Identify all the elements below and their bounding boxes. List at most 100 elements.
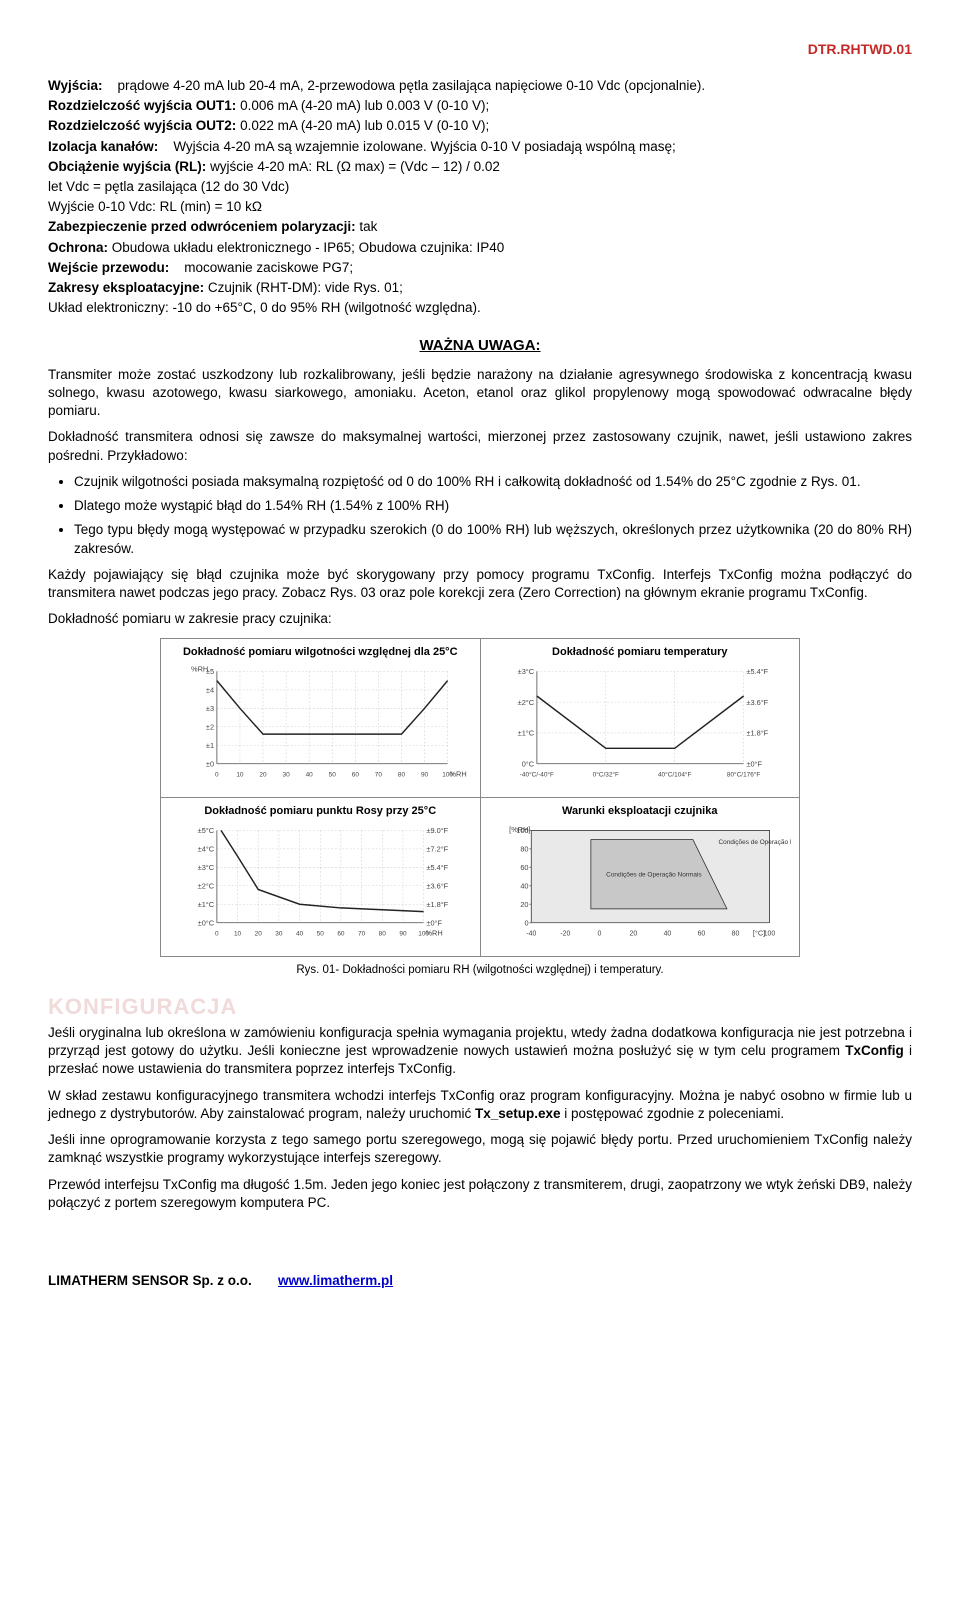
svg-text:40°C/104°F: 40°C/104°F [657, 771, 691, 779]
figure-cell-2: Dokładność pomiaru temperatury ±3°C ±5.4°… [480, 639, 800, 798]
svg-text:±1°C: ±1°C [198, 900, 215, 909]
svg-text:20: 20 [259, 772, 267, 779]
config-body: Jeśli oryginalna lub określona w zamówie… [48, 1024, 912, 1212]
note-p3: Każdy pojawiający się błąd czujnika może… [48, 566, 912, 602]
svg-text:±1: ±1 [206, 741, 214, 750]
rozdz-out1-text: 0.006 mA (4-20 mA) lub 0.003 V (0-10 V); [240, 98, 489, 113]
svg-text:80: 80 [398, 772, 406, 779]
rozdz-out2-text: 0.022 mA (4-20 mA) lub 0.015 V (0-10 V); [240, 118, 489, 133]
svg-text:±1°C: ±1°C [517, 729, 534, 738]
svg-text:±7.2°F: ±7.2°F [426, 845, 448, 854]
rozdz-out1-label: Rozdzielczość wyjścia OUT1: [48, 98, 236, 113]
svg-text:±5.4°F: ±5.4°F [746, 667, 768, 676]
svg-text:±0°F: ±0°F [746, 760, 762, 769]
note-p1: Transmiter może zostać uszkodzony lub ro… [48, 366, 912, 421]
svg-text:80°C/176°F: 80°C/176°F [726, 771, 760, 779]
svg-text:40: 40 [663, 931, 671, 938]
svg-text:90: 90 [421, 772, 429, 779]
svg-text:%RH: %RH [191, 665, 208, 674]
svg-text:10: 10 [236, 772, 244, 779]
svg-text:100: 100 [763, 931, 775, 938]
zakresy-text: Czujnik (RHT-DM): vide Rys. 01; [208, 280, 403, 295]
svg-text:±3: ±3 [206, 704, 214, 713]
svg-text:0: 0 [524, 918, 528, 927]
temp-accuracy-chart: ±3°C±5.4°F±2°C±3.6°F±1°C±1.8°F0°C±0°F-40… [489, 664, 792, 784]
note-p2: Dokładność transmitera odnosi się zawsze… [48, 428, 912, 464]
svg-text:±9.0°F: ±9.0°F [426, 826, 448, 835]
svg-text:±2: ±2 [206, 723, 214, 732]
svg-text:40: 40 [296, 931, 304, 938]
svg-text:Condições de Operação Máxima: Condições de Operação Máxima [718, 839, 791, 846]
svg-text:70: 70 [375, 772, 383, 779]
config-p1: Jeśli oryginalna lub określona w zamówie… [48, 1024, 912, 1079]
wyjscia-label: Wyjścia: [48, 78, 103, 93]
svg-text:20: 20 [255, 931, 263, 938]
config-p3: Jeśli inne oprogramowanie korzysta z teg… [48, 1131, 912, 1167]
svg-text:20: 20 [629, 931, 637, 938]
svg-text:-40: -40 [526, 931, 536, 938]
figure-cell-3: Dokładność pomiaru punktu Rosy przy 25°C… [161, 798, 481, 957]
obciazenie-text: wyjście 4-20 mA: RL (Ω max) = (Vdc – 12)… [210, 159, 500, 174]
footer-link[interactable]: www.limatherm.pl [278, 1273, 393, 1288]
svg-text:80: 80 [379, 931, 387, 938]
ochrona-text: Obudowa układu elektronicznego - IP65; O… [112, 240, 505, 255]
wyjscia-text: prądowe 4-20 mA lub 20-4 mA, 2-przewodow… [118, 78, 706, 93]
zabezp-text: tak [359, 219, 377, 234]
figure-title-4: Warunki eksploatacji czujnika [489, 804, 792, 819]
svg-text:40: 40 [306, 772, 314, 779]
svg-text:50: 50 [329, 772, 337, 779]
svg-text:60: 60 [352, 772, 360, 779]
svg-text:60: 60 [697, 931, 705, 938]
svg-text:±3.6°F: ±3.6°F [426, 881, 448, 890]
doc-code: DTR.RHTWD.01 [48, 40, 912, 59]
svg-text:50: 50 [317, 931, 325, 938]
izolacja-text: Wyjścia 4-20 mA są wzajemnie izolowane. … [173, 139, 675, 154]
svg-text:±0°F: ±0°F [426, 918, 442, 927]
figure-grid: Dokładność pomiaru wilgotności względnej… [160, 638, 800, 956]
figure-cell-1: Dokładność pomiaru wilgotności względnej… [161, 639, 481, 798]
svg-text:90: 90 [399, 931, 407, 938]
svg-text:±3°C: ±3°C [517, 667, 534, 676]
svg-text:0: 0 [597, 931, 601, 938]
note-p4: Dokładność pomiaru w zakresie pracy czuj… [48, 610, 912, 628]
svg-text:0: 0 [215, 772, 219, 779]
svg-text:70: 70 [358, 931, 366, 938]
svg-text:±5.4°F: ±5.4°F [426, 863, 448, 872]
config-heading: KONFIGURACJA [48, 992, 912, 1022]
svg-text:40: 40 [520, 881, 528, 890]
svg-text:-40°C/-40°F: -40°C/-40°F [519, 771, 553, 779]
important-note-title: WAŻNA UWAGA: [48, 336, 912, 356]
zakresy-line2: Układ elektroniczny: -10 do +65°C, 0 do … [48, 299, 912, 317]
figure-title-2: Dokładność pomiaru temperatury [489, 645, 792, 660]
svg-text:0°C: 0°C [521, 760, 534, 769]
svg-text:±1.8°F: ±1.8°F [746, 729, 768, 738]
svg-text:%RH: %RH [449, 770, 466, 779]
svg-text:30: 30 [275, 931, 283, 938]
svg-text:[°C]: [°C] [752, 929, 764, 938]
important-note-body: Transmiter może zostać uszkodzony lub ro… [48, 366, 912, 629]
ochrona-label: Ochrona: [48, 240, 108, 255]
note-bullet-3: Tego typu błędy mogą występować w przypa… [74, 521, 912, 557]
figure-cell-4: Warunki eksploatacji czujnika 100 80 60 40 2… [480, 798, 800, 957]
spec-block: Wyjścia: prądowe 4-20 mA lub 20-4 mA, 2-… [48, 77, 912, 318]
svg-text:±0: ±0 [206, 760, 214, 769]
svg-text:±2°C: ±2°C [198, 881, 215, 890]
svg-text:±0°C: ±0°C [198, 918, 215, 927]
svg-text:10: 10 [234, 931, 242, 938]
izolacja-label: Izolacja kanałów: [48, 139, 158, 154]
svg-text:60: 60 [520, 863, 528, 872]
svg-text:±5°C: ±5°C [198, 826, 215, 835]
svg-text:0°C/32°F: 0°C/32°F [592, 771, 618, 779]
obciazenie-line3: Wyjście 0-10 Vdc: RL (min) = 10 kΩ [48, 198, 912, 216]
config-p2: W skład zestawu konfiguracyjnego transmi… [48, 1087, 912, 1123]
svg-text:80: 80 [731, 931, 739, 938]
dewpoint-accuracy-chart: ±5°C±9.0°F±4°C±7.2°F±3°C±5.4°F±2°C±3.6°F… [169, 823, 472, 943]
figure-caption: Rys. 01- Dokładności pomiaru RH (wilgotn… [48, 963, 912, 979]
svg-text:80: 80 [520, 845, 528, 854]
svg-text:20: 20 [520, 900, 528, 909]
svg-text:60: 60 [337, 931, 345, 938]
svg-text:±4: ±4 [206, 686, 214, 695]
figure-title-1: Dokładność pomiaru wilgotności względnej… [169, 645, 472, 660]
svg-text:Condições de Operação Normais: Condições de Operação Normais [606, 871, 701, 878]
svg-text:±4°C: ±4°C [198, 845, 215, 854]
